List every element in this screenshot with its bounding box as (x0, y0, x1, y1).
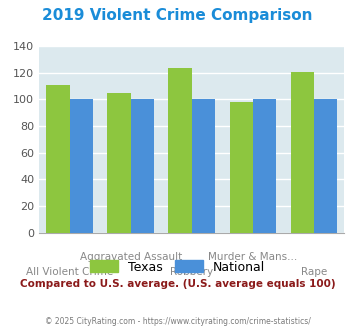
Text: Murder & Mans...: Murder & Mans... (208, 252, 297, 262)
Bar (253, 99, 276, 233)
Bar (291, 72, 314, 233)
Bar (169, 68, 192, 233)
Bar (230, 102, 253, 233)
Text: Robbery: Robbery (170, 267, 213, 278)
Text: 2019 Violent Crime Comparison: 2019 Violent Crime Comparison (42, 8, 313, 23)
Text: Compared to U.S. average. (U.S. average equals 100): Compared to U.S. average. (U.S. average … (20, 279, 335, 289)
Text: Aggravated Assault: Aggravated Assault (80, 252, 182, 262)
Bar (314, 99, 337, 233)
Bar (108, 93, 131, 233)
Text: Rape: Rape (301, 267, 327, 278)
Bar (131, 99, 154, 233)
Bar (192, 99, 215, 233)
Bar (47, 85, 70, 233)
Text: © 2025 CityRating.com - https://www.cityrating.com/crime-statistics/: © 2025 CityRating.com - https://www.city… (45, 317, 310, 326)
Bar (70, 99, 93, 233)
Text: All Violent Crime: All Violent Crime (26, 267, 113, 278)
Legend: Texas, National: Texas, National (85, 255, 270, 279)
